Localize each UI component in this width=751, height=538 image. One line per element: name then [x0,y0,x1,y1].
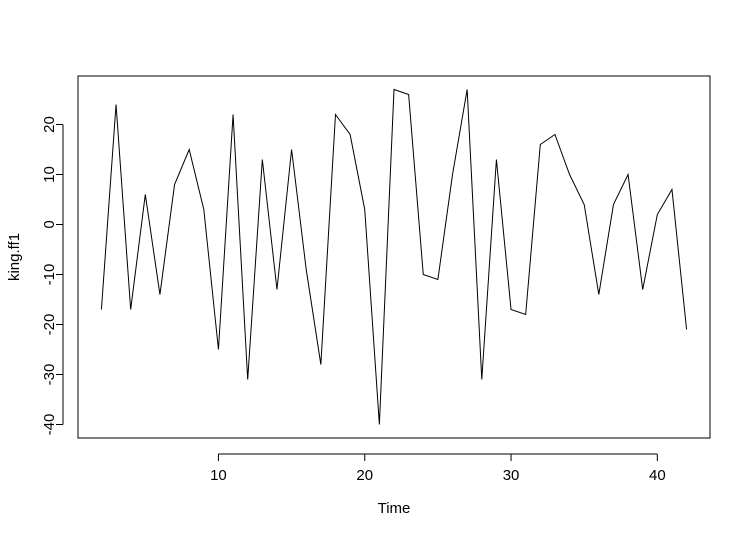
y-tick-label: -10 [41,264,58,286]
series-layer [100,88,688,425]
x-axis-title: Time [378,500,411,517]
plot-frame [77,75,711,439]
y-tick-label: -40 [41,414,58,436]
y-tick-label: -30 [41,364,58,386]
y-tick-label: 0 [41,220,58,228]
x-tick-label: 20 [356,467,373,484]
y-tick-label: -20 [41,314,58,336]
x-axis: 10 20 30 40 [210,453,666,484]
y-tick-label: 20 [41,116,58,133]
y-tick-label: 10 [41,166,58,183]
y-axis: -40 -30 -20 -10 0 10 20 [41,116,64,436]
x-tick-label: 10 [210,467,227,484]
x-tick-label: 40 [649,467,666,484]
series-line [100,88,688,425]
x-tick-label: 30 [503,467,520,484]
y-axis-title: king.ff1 [6,233,23,281]
